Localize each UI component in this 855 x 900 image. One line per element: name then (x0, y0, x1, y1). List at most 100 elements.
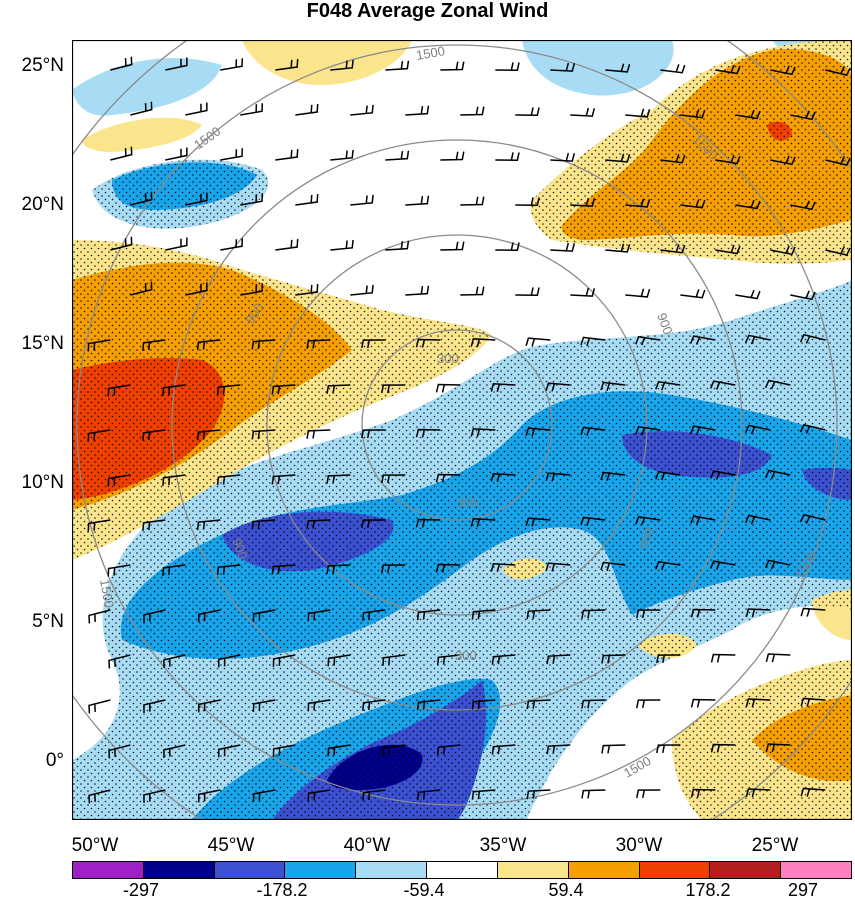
wind-barb (405, 195, 430, 206)
wind-barb (526, 789, 551, 800)
wind-barb (416, 609, 441, 621)
wind-barb (162, 384, 186, 396)
wind-barb (625, 288, 651, 298)
lat-label: 0° (45, 750, 64, 771)
colorbar-label: 59.4 (548, 880, 584, 900)
wind-barb (680, 109, 706, 119)
wind-barb (471, 609, 496, 620)
wind-barb (689, 425, 716, 435)
wind-barb (546, 744, 571, 755)
wind-barb (295, 194, 319, 206)
colorbar-label: -297 (122, 880, 160, 900)
wind-barb (655, 560, 681, 571)
wind-barb (272, 744, 296, 757)
wind-barb (362, 789, 386, 801)
wind-barb (163, 654, 186, 668)
wind-barb (330, 59, 354, 71)
wind-barb (655, 380, 681, 391)
wind-barb (108, 654, 131, 669)
wind-barb (625, 198, 651, 208)
wind-barb (436, 744, 461, 756)
lat-label: 20°N (21, 194, 64, 215)
wind-barb (825, 156, 851, 166)
wind-barb (470, 518, 496, 528)
wind-barb (545, 562, 571, 572)
wind-barb (550, 152, 576, 162)
wind-barb (735, 109, 761, 120)
wind-barb (88, 699, 111, 714)
wind-barb (251, 519, 276, 530)
colorbar-swatch (356, 862, 428, 878)
wind-barb (770, 65, 796, 76)
wind-barb (580, 336, 606, 346)
wind-barb (525, 337, 551, 347)
wind-barb (709, 560, 736, 570)
wind-barb (491, 744, 516, 755)
wind-barb (525, 427, 551, 437)
wind-barb (350, 104, 374, 116)
wind-barb (690, 788, 716, 798)
ring-label: 900 (229, 536, 251, 562)
wind-barb (825, 246, 851, 256)
ring-label: 900 (654, 311, 676, 337)
wind-barb (800, 607, 826, 617)
light-blue-patch-top (522, 40, 674, 96)
wind-barb (680, 289, 706, 299)
lon-label: 35°W (479, 835, 527, 856)
wind-barb (405, 285, 430, 296)
wind-barb (825, 66, 851, 76)
wind-barb (88, 789, 111, 804)
wind-barb (744, 334, 771, 345)
wind-barb (87, 429, 111, 442)
wind-barb (326, 474, 351, 484)
wind-barb (196, 429, 221, 441)
wind-barb (382, 654, 406, 666)
wind-barb (143, 699, 166, 713)
wind-barb (689, 335, 716, 345)
wind-barb (107, 474, 131, 487)
wind-barb (680, 199, 706, 209)
wind-barb (744, 424, 771, 435)
wind-barb (790, 110, 816, 121)
wind-barb (764, 469, 791, 480)
wind-barb (435, 563, 461, 573)
wind-barb (545, 472, 571, 482)
wind-barb (440, 151, 465, 161)
wind-barb (605, 63, 631, 73)
wind-barb (735, 289, 761, 300)
wind-barb (198, 609, 221, 623)
colorbar-swatch (285, 862, 357, 878)
wind-barb (307, 699, 331, 712)
wind-barb (251, 429, 276, 440)
wind-barb (381, 474, 406, 484)
colorbar-swatch (143, 862, 215, 878)
wind-barb (600, 381, 626, 391)
wind-barb (655, 470, 681, 481)
wind-barb (715, 244, 741, 255)
wind-barb (240, 193, 264, 206)
wind-barb (295, 104, 319, 116)
wind-barb (600, 471, 626, 481)
wind-barb (526, 699, 551, 710)
lon-label: 25°W (751, 835, 799, 856)
wind-barb (275, 149, 299, 161)
wind-barbs (87, 56, 851, 804)
lat-label: 10°N (21, 472, 64, 493)
wind-barb (87, 339, 111, 352)
wind-barb (570, 287, 596, 297)
ring-label: 900 (636, 526, 658, 552)
wind-barb (625, 108, 651, 118)
wind-barb (272, 654, 296, 667)
wind-barb (515, 287, 540, 297)
wind-barb (580, 426, 606, 436)
wind-barb (580, 516, 606, 526)
wind-barb (440, 61, 465, 71)
wind-barb (252, 789, 276, 802)
wind-barb (550, 242, 576, 252)
wind-barb (216, 384, 241, 396)
wind-barb (88, 609, 111, 624)
ring-label: 1500 (415, 43, 446, 63)
wind-barb (218, 654, 241, 668)
wind-barb (240, 103, 264, 116)
wind-barb (745, 608, 771, 618)
